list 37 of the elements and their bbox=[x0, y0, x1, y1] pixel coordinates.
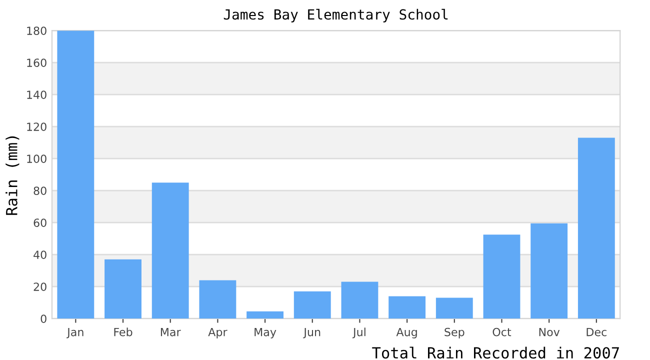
bar bbox=[530, 223, 568, 319]
y-tick-label: 0 bbox=[40, 314, 46, 323]
y-tick-label: 120 bbox=[27, 122, 46, 131]
y-tick-label: 180 bbox=[27, 26, 46, 35]
x-tick-label: Feb bbox=[114, 328, 132, 336]
y-tick-label: 160 bbox=[27, 58, 46, 67]
bar bbox=[388, 296, 426, 319]
chart-title: James Bay Elementary School bbox=[224, 8, 448, 22]
bar bbox=[341, 282, 378, 319]
x-tick-label: Nov bbox=[539, 328, 560, 336]
y-tick-label: 20 bbox=[34, 282, 46, 291]
x-tick-label: Apr bbox=[208, 328, 228, 338]
y-tick-label: 60 bbox=[34, 218, 46, 227]
bar bbox=[199, 280, 236, 319]
x-tick-label: Mar bbox=[160, 328, 181, 336]
y-tick-label: 80 bbox=[34, 186, 46, 195]
bar bbox=[578, 138, 615, 319]
x-tick-label: Jan bbox=[66, 328, 84, 338]
y-axis-title: Rain (mm) bbox=[6, 136, 20, 215]
y-tick-label: 40 bbox=[34, 250, 46, 259]
x-tick-label: May bbox=[254, 328, 276, 338]
bar bbox=[246, 311, 284, 319]
y-tick-label: 100 bbox=[27, 154, 46, 163]
x-tick-label: Jun bbox=[303, 328, 320, 338]
bar bbox=[104, 259, 142, 319]
bar bbox=[436, 298, 473, 319]
x-tick-label: Aug bbox=[396, 328, 417, 338]
x-tick-label: Jul bbox=[352, 328, 366, 338]
x-tick-label: Dec bbox=[586, 328, 606, 336]
bar bbox=[152, 182, 189, 319]
bar bbox=[57, 30, 94, 319]
y-tick-label: 140 bbox=[27, 90, 46, 99]
bar bbox=[294, 291, 331, 319]
x-axis-title: Total Rain Recorded in 2007 bbox=[372, 346, 619, 359]
x-tick-label: Sep bbox=[444, 328, 464, 338]
x-tick-label: Oct bbox=[492, 328, 512, 336]
bar bbox=[483, 234, 520, 319]
